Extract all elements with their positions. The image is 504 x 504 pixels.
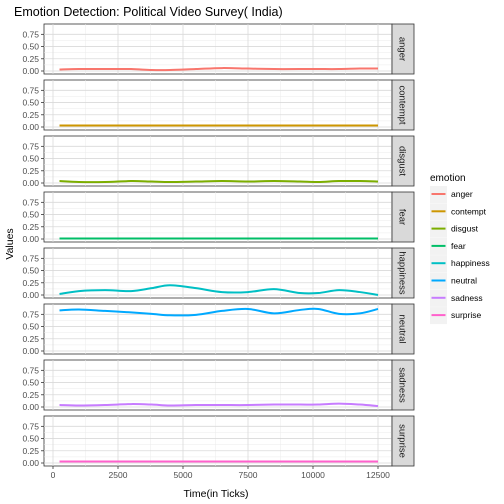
facet-strip [391,135,415,187]
y-tick-label: 0.50 [22,154,39,164]
y-tick-label: 0.75 [22,253,39,263]
y-tick-label: 0.75 [22,421,39,431]
facet-panel-contempt: 0.00 0.25 0.50 0.75 contempt [22,79,415,132]
y-tick-label: 0.25 [22,110,39,120]
y-tick-label: 0.75 [22,309,39,319]
y-tick-label: 0.25 [22,166,39,176]
legend-label-surprise: surprise [451,310,482,320]
facet-strip [391,23,415,75]
y-tick-label: 0.00 [22,178,39,188]
facet-panel-surprise: 0.00 0.25 0.50 0.75 surprise [22,415,415,468]
y-tick-label: 0.25 [22,446,39,456]
panel-background [43,79,393,131]
x-tick-label: 7500 [239,470,258,480]
facet-strip [391,79,415,131]
y-tick-label: 0.50 [22,210,39,220]
panel-background [43,135,393,187]
y-tick-label: 0.25 [22,222,39,232]
x-tick-label: 5000 [174,470,193,480]
y-tick-label: 0.25 [22,54,39,64]
facet-strip [391,359,415,411]
facet-strip [391,191,415,243]
y-tick-label: 0.50 [22,322,39,332]
y-tick-label: 0.75 [22,197,39,207]
x-tick-label: 2500 [109,470,128,480]
x-tick-label: 10000 [301,470,325,480]
panel-background [43,191,393,243]
facet-strip-label: anger [397,37,408,61]
series-line-anger [59,67,379,72]
y-tick-label: 0.00 [22,234,39,244]
x-tick-label: 12500 [366,470,390,480]
series-line-happiness [59,284,379,296]
y-tick-label: 0.00 [22,290,39,300]
x-axis-title: Time(in Ticks) [184,488,249,500]
chart-title: Emotion Detection: Political Video Surve… [14,5,283,19]
y-tick-label: 0.25 [22,334,39,344]
y-tick-label: 0.00 [22,402,39,412]
facet-strip-label: surprise [397,424,408,458]
x-axis: 0 2500 5000 7500 10000 12500 [51,466,390,480]
facet-panel-neutral: 0.00 0.25 0.50 0.75 neutral [22,303,415,356]
y-tick-label: 0.25 [22,390,39,400]
facet-strip-label: neutral [397,314,408,343]
y-tick-label: 0.50 [22,434,39,444]
legend-label-contempt: contempt [451,206,487,216]
legend-label-neutral: neutral [451,276,477,286]
facet-strip [391,415,415,467]
facet-panel-anger: 0.00 0.25 0.50 0.75 anger [22,23,415,76]
legend-label-fear: fear [451,241,466,251]
x-tick-label: 0 [51,470,56,480]
facet-strip-label: fear [397,209,408,225]
facet-strip-label: happiness [397,251,408,295]
facet-panel-fear: 0.00 0.25 0.50 0.75 fear [22,191,415,244]
y-tick-label: 0.25 [22,278,39,288]
facet-strip-label: disgust [397,146,408,176]
y-tick-label: 0.50 [22,378,39,388]
facet-panel-sadness: 0.00 0.25 0.50 0.75 sadness [22,359,415,412]
y-tick-label: 0.00 [22,66,39,76]
facet-panels: 0.00 0.25 0.50 0.75 anger 0.00 0.25 0.50 0.75 con… [22,23,415,468]
legend-label-sadness: sadness [451,293,483,303]
facet-strip-label: sadness [397,367,408,403]
facet-strip-label: contempt [397,85,408,124]
y-tick-label: 0.75 [22,365,39,375]
facet-panel-happiness: 0.00 0.25 0.50 0.75 happiness [22,247,415,300]
legend-label-disgust: disgust [451,224,479,234]
y-tick-label: 0.50 [22,42,39,52]
legend-label-anger: anger [451,189,473,199]
y-tick-label: 0.50 [22,98,39,108]
panel-background [43,359,393,411]
legend-label-happiness: happiness [451,258,490,268]
series-line-sadness [59,402,379,408]
y-tick-label: 0.75 [22,85,39,95]
y-tick-label: 0.00 [22,122,39,132]
facet-strip [391,247,415,299]
panel-background [43,23,393,75]
y-tick-label: 0.75 [22,141,39,151]
y-axis-title: Values [4,228,16,259]
facet-strip [391,303,415,355]
legend: emotion anger contempt disgust fear happines… [430,173,490,325]
y-tick-label: 0.75 [22,29,39,39]
facet-panel-disgust: 0.00 0.25 0.50 0.75 disgust [22,135,415,188]
panel-background [43,415,393,467]
y-tick-label: 0.00 [22,458,39,468]
y-tick-label: 0.00 [22,346,39,356]
legend-title: emotion [430,173,466,184]
series-line-neutral [59,307,379,317]
series-line-disgust [59,179,379,184]
y-tick-label: 0.50 [22,266,39,276]
